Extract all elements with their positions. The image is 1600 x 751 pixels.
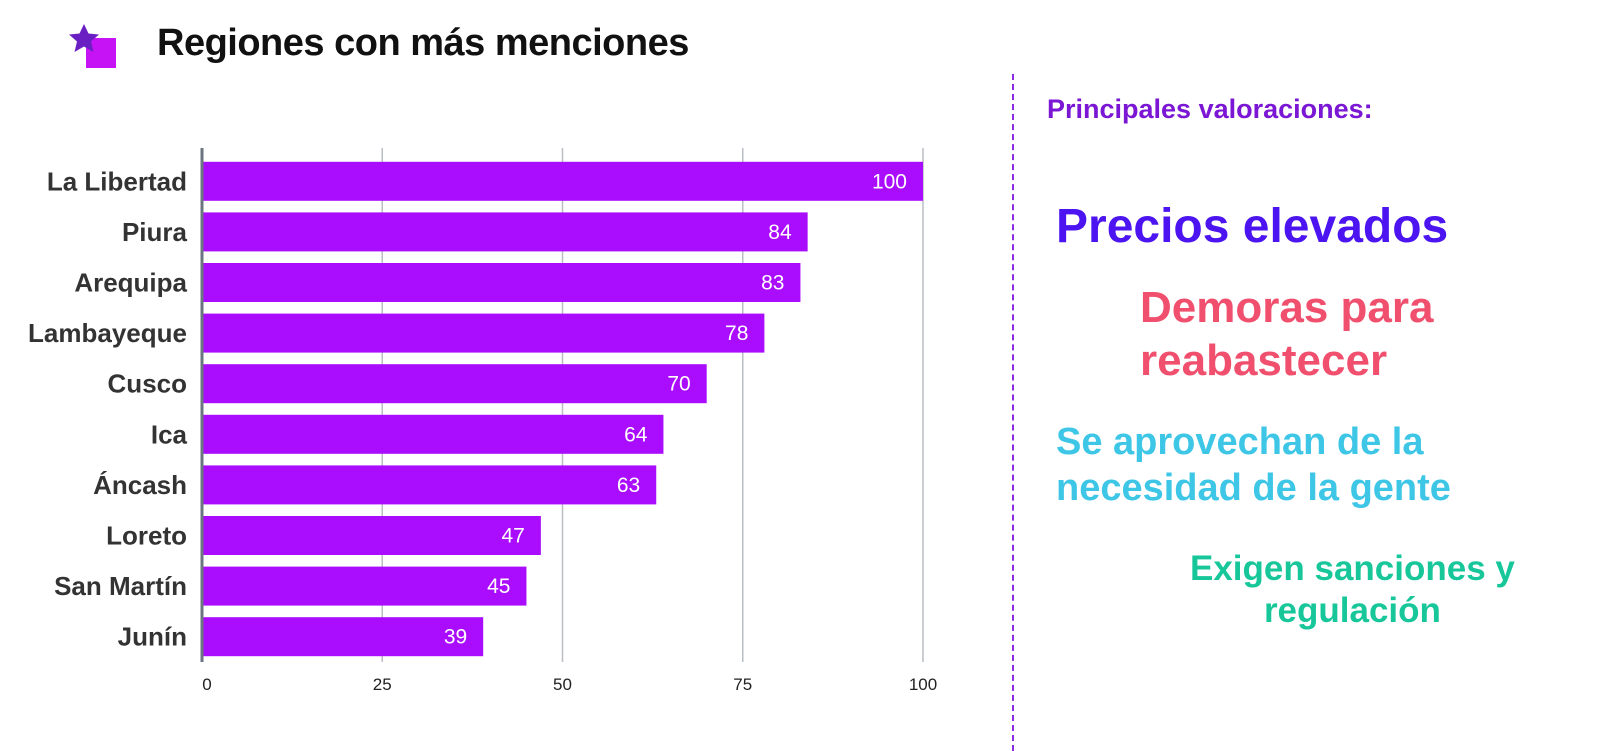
bar-value-label-2: 83 xyxy=(761,272,784,295)
logo-star xyxy=(69,24,99,52)
category-label-8: San Martín xyxy=(54,571,187,601)
valoracion-3-line-1: Se aprovechan de la xyxy=(1056,421,1424,463)
category-label-1: Piura xyxy=(122,217,188,247)
valoracion-3: Se aprovechan de la necesidad de la gent… xyxy=(1056,420,1451,511)
x-tick-label-0: 0 xyxy=(202,675,211,694)
bar-5 xyxy=(202,414,664,454)
category-label-5: Ica xyxy=(151,419,188,449)
bar-9 xyxy=(202,617,484,657)
valoracion-1-line-1: Precios elevados xyxy=(1056,200,1449,253)
bar-6 xyxy=(202,465,657,505)
category-label-9: Junín xyxy=(118,622,187,652)
bar-2 xyxy=(202,263,801,302)
bar-value-label-1: 84 xyxy=(768,221,792,244)
bar-value-label-9: 39 xyxy=(444,626,467,649)
bar-value-label-5: 64 xyxy=(624,423,648,446)
category-label-4: Cusco xyxy=(108,369,187,399)
bar-7 xyxy=(202,516,541,555)
x-tick-label-3: 75 xyxy=(733,675,752,694)
bar-value-label-8: 45 xyxy=(487,575,510,598)
bar-1 xyxy=(202,212,808,252)
valoracion-2-line-2: reabastecer xyxy=(1140,335,1388,385)
category-label-2: Arequipa xyxy=(74,268,187,298)
valoracion-4-line-1: Exigen sanciones y xyxy=(1190,549,1515,588)
bar-value-label-0: 100 xyxy=(872,170,907,193)
category-label-0: La Libertad xyxy=(47,166,187,196)
category-label-7: Loreto xyxy=(106,521,187,551)
bar-value-label-3: 78 xyxy=(725,322,748,345)
valoracion-4-line-2: regulación xyxy=(1263,591,1441,630)
valoracion-3-line-2: necesidad de la gente xyxy=(1056,466,1451,509)
category-label-6: Áncash xyxy=(93,470,187,500)
bar-chart: 0 25 50 75 100 100 La Libertad 84 Piura 83 Arequip… xyxy=(28,148,937,694)
bar-4 xyxy=(202,364,707,404)
x-tick-label-4: 100 xyxy=(909,675,937,694)
bar-value-label-6: 63 xyxy=(617,474,640,497)
x-tick-label-2: 50 xyxy=(553,675,572,694)
x-tick-label-1: 25 xyxy=(373,675,392,694)
valoracion-4: Exigen sanciones y regulación xyxy=(1190,548,1515,632)
page-title: Regiones con más menciones xyxy=(157,22,689,64)
valoracion-2-line-1: Demoras para xyxy=(1140,283,1434,332)
valoraciones-heading: Principales valoraciones: xyxy=(1047,94,1373,124)
valoracion-2: Demoras para reabastecer xyxy=(1140,282,1433,388)
bar-value-label-4: 70 xyxy=(667,373,690,396)
bar-3 xyxy=(202,313,765,353)
valoracion-1: Precios elevados xyxy=(1056,198,1448,256)
bar-8 xyxy=(202,566,527,606)
logo-icon xyxy=(66,22,118,72)
bar-value-label-7: 47 xyxy=(502,525,525,548)
section-divider xyxy=(1012,74,1014,751)
bar-0 xyxy=(202,161,923,201)
category-label-3: Lambayeque xyxy=(28,318,187,348)
